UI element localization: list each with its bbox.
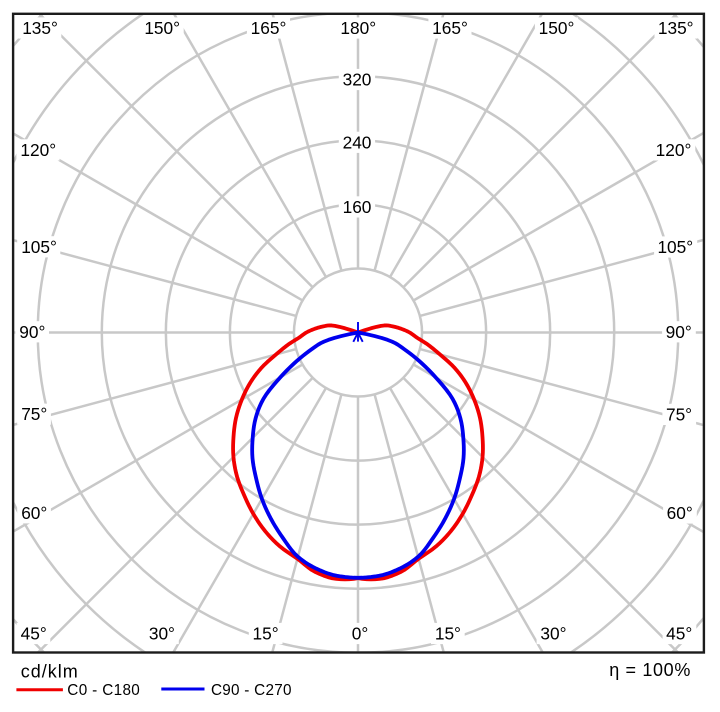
svg-text:15°: 15° xyxy=(435,624,461,644)
svg-text:135°: 135° xyxy=(658,18,694,38)
svg-text:cd/klm: cd/klm xyxy=(21,661,79,681)
svg-text:η = 100%: η = 100% xyxy=(609,660,691,680)
svg-text:90°: 90° xyxy=(19,322,45,342)
svg-text:45°: 45° xyxy=(666,624,692,644)
svg-text:90°: 90° xyxy=(666,322,692,342)
svg-text:0°: 0° xyxy=(352,624,369,644)
svg-text:160: 160 xyxy=(343,197,372,217)
svg-text:C90 - C270: C90 - C270 xyxy=(211,682,292,699)
svg-text:105°: 105° xyxy=(21,237,57,257)
svg-text:150°: 150° xyxy=(539,18,575,38)
svg-text:60°: 60° xyxy=(667,503,693,523)
svg-text:180°: 180° xyxy=(340,18,376,38)
svg-text:105°: 105° xyxy=(657,237,693,257)
svg-text:30°: 30° xyxy=(149,624,175,644)
svg-text:45°: 45° xyxy=(21,624,47,644)
svg-text:240: 240 xyxy=(343,132,372,152)
svg-text:165°: 165° xyxy=(251,18,287,38)
svg-text:135°: 135° xyxy=(22,18,58,38)
svg-text:120°: 120° xyxy=(656,140,692,160)
svg-text:165°: 165° xyxy=(432,18,468,38)
svg-text:60°: 60° xyxy=(21,503,47,523)
svg-text:120°: 120° xyxy=(20,140,56,160)
svg-text:75°: 75° xyxy=(666,404,692,424)
svg-text:15°: 15° xyxy=(253,624,279,644)
svg-text:75°: 75° xyxy=(21,404,47,424)
svg-text:150°: 150° xyxy=(144,18,180,38)
svg-text:320: 320 xyxy=(343,70,372,90)
svg-text:30°: 30° xyxy=(540,624,566,644)
svg-text:C0 - C180: C0 - C180 xyxy=(67,682,140,699)
